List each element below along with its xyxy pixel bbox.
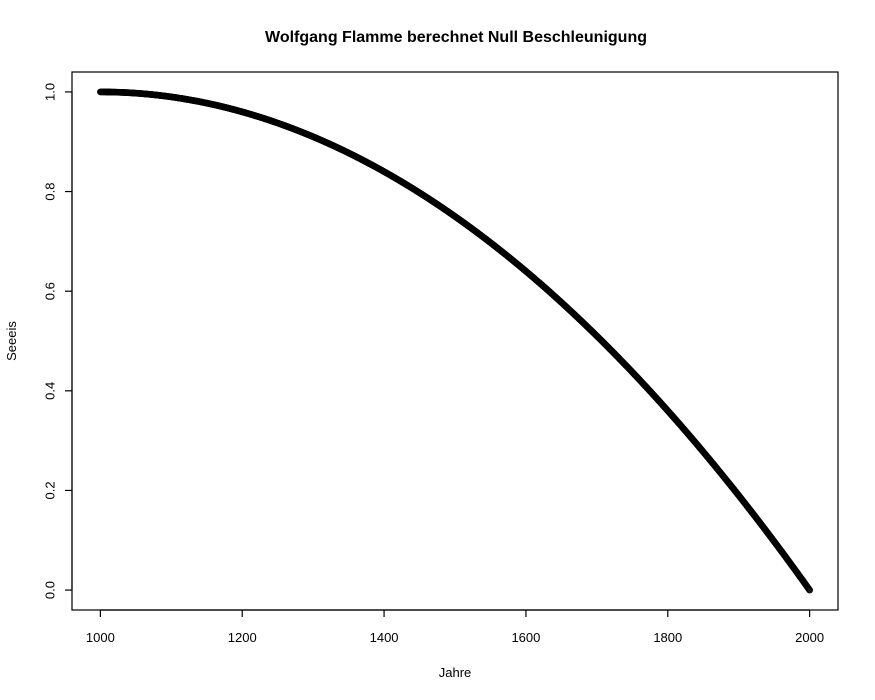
y-axis: 0.0 0.2 0.4 0.6 0.8 1.0 <box>43 83 73 599</box>
x-tick-label: 1000 <box>86 630 115 645</box>
chart-title: Wolfgang Flamme berechnet Null Beschleun… <box>265 29 647 46</box>
data-point <box>805 585 813 593</box>
data-points <box>97 88 813 594</box>
y-axis-label: Seeeis <box>4 321 19 361</box>
x-tick-label: 1800 <box>653 630 682 645</box>
y-tick-label: 0.8 <box>43 183 58 201</box>
x-axis: 1000 1200 1400 1600 1800 2000 <box>86 609 824 645</box>
plot-frame <box>71 71 839 611</box>
y-tick-label: 0.4 <box>43 382 58 400</box>
x-axis-label: Jahre <box>439 665 472 680</box>
y-tick-label: 1.0 <box>43 83 58 101</box>
data-point <box>806 586 813 594</box>
x-tick-label: 1200 <box>228 630 257 645</box>
x-tick-label: 1400 <box>370 630 399 645</box>
y-tick-label: 0.6 <box>43 282 58 300</box>
y-tick-label: 0.2 <box>43 481 58 499</box>
x-tick-label: 1600 <box>511 630 540 645</box>
x-tick-label: 2000 <box>795 630 824 645</box>
y-tick-label: 0.0 <box>43 581 58 599</box>
